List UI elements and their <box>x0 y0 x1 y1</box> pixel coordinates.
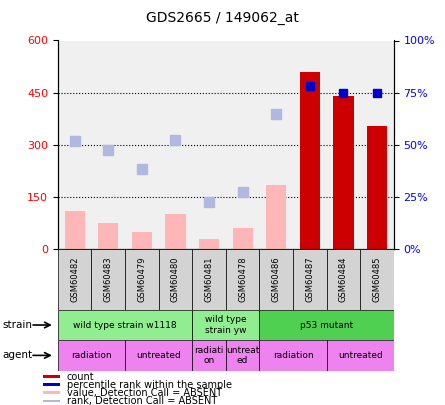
Bar <box>65 211 85 249</box>
Bar <box>58 310 192 340</box>
Bar <box>300 72 320 249</box>
Bar <box>43 375 60 378</box>
Bar <box>43 399 60 403</box>
Text: radiati
on: radiati on <box>194 346 224 365</box>
Text: GSM60478: GSM60478 <box>238 257 247 302</box>
Text: GSM60485: GSM60485 <box>372 257 381 302</box>
Text: p53 mutant: p53 mutant <box>300 320 353 330</box>
Text: GSM60481: GSM60481 <box>205 257 214 302</box>
Text: strain: strain <box>2 320 32 330</box>
Text: untreated: untreated <box>136 351 181 360</box>
Text: GSM60487: GSM60487 <box>305 257 314 302</box>
Text: untreat
ed: untreat ed <box>226 346 259 365</box>
Text: agent: agent <box>2 350 32 360</box>
Bar <box>166 214 186 249</box>
Text: count: count <box>67 372 94 382</box>
Bar <box>92 249 125 310</box>
Bar <box>58 340 125 371</box>
Bar <box>226 340 259 371</box>
Bar <box>125 249 158 310</box>
Bar <box>233 228 253 249</box>
Bar <box>259 249 293 310</box>
Bar <box>158 249 192 310</box>
Text: GSM60480: GSM60480 <box>171 257 180 302</box>
Bar <box>259 340 327 371</box>
Bar <box>132 232 152 249</box>
Bar <box>192 310 259 340</box>
Bar <box>43 383 60 386</box>
Bar <box>192 249 226 310</box>
Bar <box>192 340 226 371</box>
Bar <box>266 185 286 249</box>
Bar <box>360 249 394 310</box>
Text: wild type strain w1118: wild type strain w1118 <box>73 320 177 330</box>
Text: GDS2665 / 149062_at: GDS2665 / 149062_at <box>146 11 299 25</box>
Text: GSM60483: GSM60483 <box>104 257 113 302</box>
Text: radiation: radiation <box>71 351 112 360</box>
Text: GSM60482: GSM60482 <box>70 257 79 302</box>
Text: GSM60486: GSM60486 <box>272 257 281 302</box>
Bar <box>199 239 219 249</box>
Text: GSM60479: GSM60479 <box>138 257 146 302</box>
Text: percentile rank within the sample: percentile rank within the sample <box>67 380 231 390</box>
Bar <box>58 249 92 310</box>
Bar <box>259 310 394 340</box>
Bar <box>333 96 353 249</box>
Bar <box>43 391 60 394</box>
Bar <box>367 126 387 249</box>
Bar <box>327 249 360 310</box>
Bar <box>226 249 259 310</box>
Bar <box>125 340 192 371</box>
Text: rank, Detection Call = ABSENT: rank, Detection Call = ABSENT <box>67 396 217 405</box>
Bar <box>98 223 118 249</box>
Text: untreated: untreated <box>338 351 383 360</box>
Bar <box>327 340 394 371</box>
Bar <box>293 249 327 310</box>
Text: value, Detection Call = ABSENT: value, Detection Call = ABSENT <box>67 388 222 398</box>
Text: wild type
strain yw: wild type strain yw <box>205 315 247 335</box>
Text: GSM60484: GSM60484 <box>339 257 348 302</box>
Text: radiation: radiation <box>273 351 313 360</box>
